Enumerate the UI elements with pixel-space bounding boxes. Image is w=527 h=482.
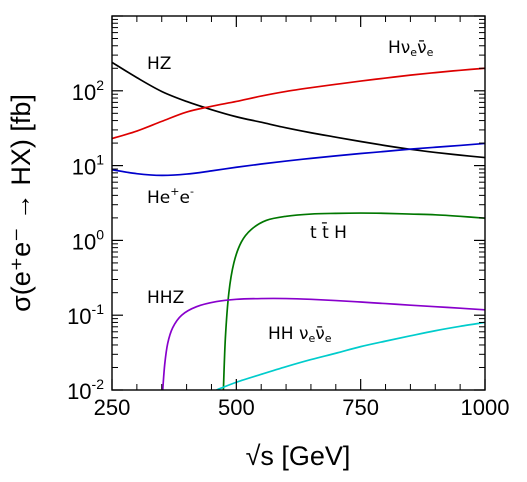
y-tick-label: 101 — [72, 152, 104, 180]
label-hhnn: HH νeν̄e — [268, 324, 332, 345]
curves-layer — [112, 61, 485, 390]
series-line-hnn — [112, 67, 485, 140]
x-tick-label: 750 — [342, 395, 379, 420]
x-tick-label: 500 — [218, 395, 255, 420]
label-hhz: HHZ — [147, 288, 184, 308]
series-line-hz — [112, 61, 485, 159]
y-axis-title: σ(e⁺e⁻ → HX) [fb] — [6, 94, 36, 312]
tick-labels: 250 500 750 1000 10-2 10-1 100 101 102 — [67, 77, 509, 420]
y-tick-label: 10-1 — [67, 301, 104, 329]
y-tick-label: 102 — [72, 77, 104, 105]
series-line-tth — [222, 212, 485, 390]
series-line-hee — [112, 142, 485, 177]
y-tick-label: 100 — [72, 226, 104, 254]
label-hnn: Hνeν̄e — [388, 38, 434, 59]
plot-frame — [111, 15, 486, 391]
x-tick-label: 1000 — [461, 395, 510, 420]
label-tth: t t̄ H — [310, 221, 347, 243]
series-line-hhz — [161, 297, 485, 390]
x-axis-title: √s [GeV] — [246, 441, 351, 471]
label-hz: HZ — [147, 54, 171, 74]
label-hee: He+e- — [147, 185, 194, 208]
tick-marks — [111, 15, 486, 391]
x-tick-label: 250 — [94, 395, 131, 420]
series-line-hhnn — [216, 321, 485, 390]
y-tick-label: 10-2 — [67, 376, 104, 404]
